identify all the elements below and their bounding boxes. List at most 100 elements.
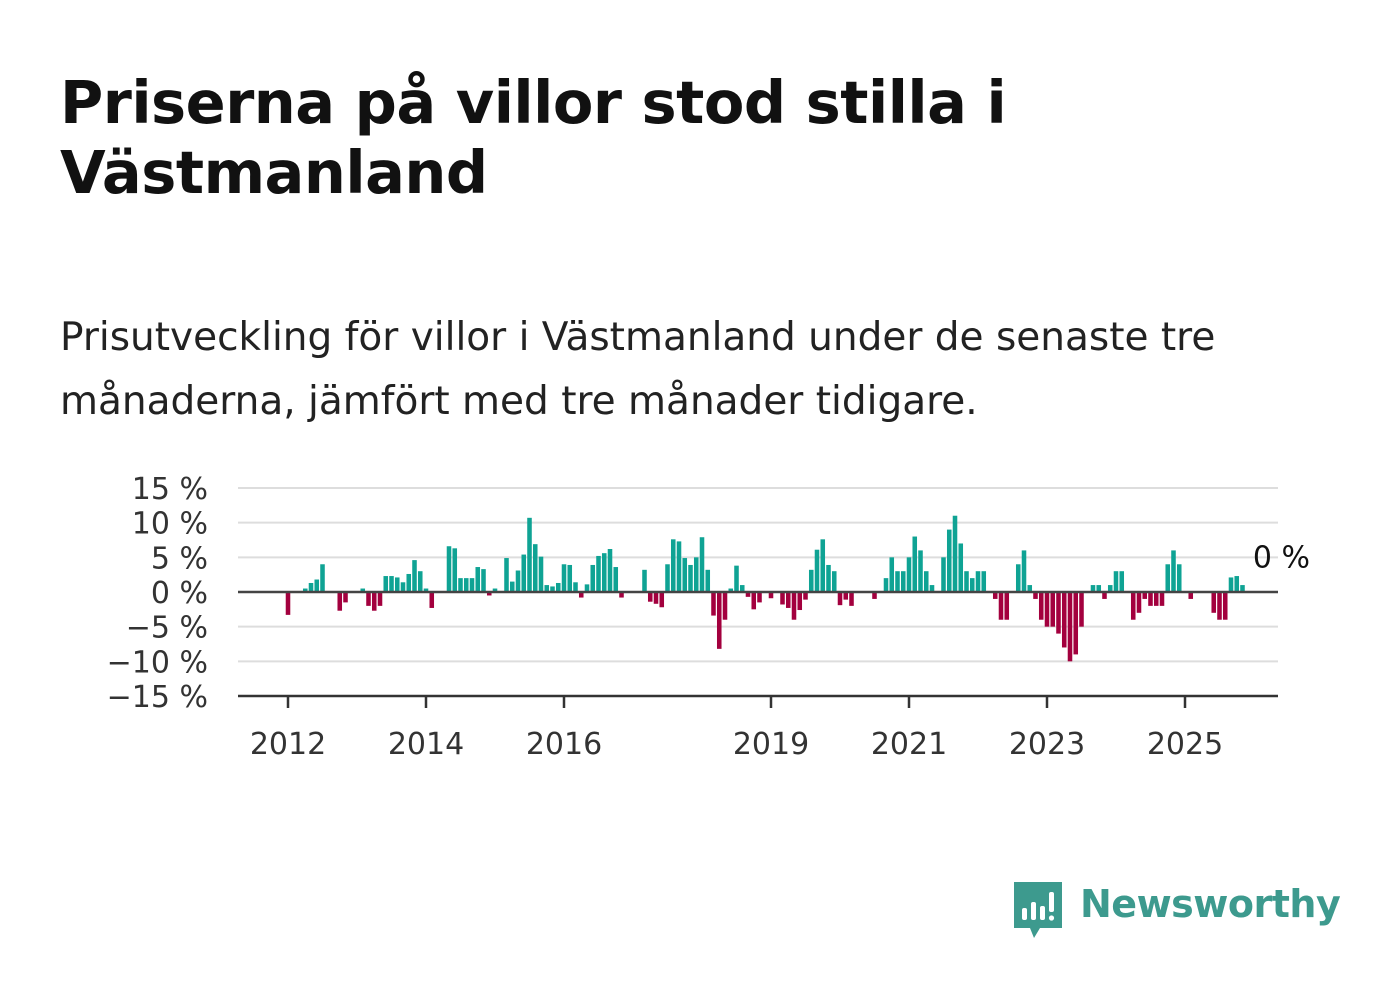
bar [975, 571, 981, 592]
bar [889, 557, 895, 592]
bar [1171, 550, 1176, 592]
bar [337, 592, 343, 611]
bar [929, 585, 935, 592]
bar [941, 557, 946, 592]
bar [665, 564, 670, 592]
bar [900, 571, 906, 592]
bar [561, 564, 567, 592]
bar [923, 571, 929, 592]
bar [366, 592, 371, 606]
bar [469, 578, 475, 592]
bar [946, 529, 952, 592]
bar [509, 581, 515, 592]
bar [412, 560, 417, 592]
bar [377, 592, 383, 606]
bar [475, 567, 481, 592]
bar [642, 569, 647, 592]
bar [1015, 564, 1021, 592]
x-tick-label: 2019 [733, 727, 809, 762]
bar [1153, 592, 1159, 606]
x-tick-label: 2023 [1009, 727, 1085, 762]
y-axis-tick-labels: 15 %10 %5 %0 %−5 %−10 %−15 % [107, 472, 208, 715]
bar [918, 550, 923, 592]
bar [550, 586, 555, 592]
x-tick-label: 2012 [250, 727, 326, 762]
bar [1165, 564, 1171, 592]
bar [1067, 592, 1073, 662]
bar [314, 579, 320, 592]
y-tick-label: 10 % [132, 507, 208, 542]
bar [515, 570, 521, 592]
bar [504, 558, 509, 592]
bar [1130, 592, 1136, 620]
bar [1113, 571, 1119, 592]
bar [670, 539, 676, 592]
page-title: Priserna på villor stod stilla i Västman… [60, 68, 1007, 207]
bar [682, 558, 688, 592]
bar [619, 592, 624, 598]
bar [446, 546, 452, 592]
bar [1217, 592, 1222, 620]
bar [458, 578, 463, 592]
bar [716, 592, 722, 649]
bar [1061, 592, 1067, 648]
bar [400, 582, 406, 592]
bar [751, 592, 757, 610]
bar [492, 588, 498, 592]
bar [895, 571, 900, 592]
latest-value-annotation: 0 % [1253, 540, 1310, 575]
bar [573, 582, 578, 592]
bar [728, 588, 734, 592]
bar [389, 576, 394, 592]
bar [423, 588, 429, 592]
bar [429, 592, 435, 608]
bar [1090, 585, 1096, 592]
bar [1038, 592, 1044, 620]
grid-lines [238, 487, 1278, 663]
bar [1056, 592, 1061, 634]
bar [912, 536, 918, 592]
bar [555, 582, 561, 592]
bar [906, 557, 912, 592]
bar [647, 592, 653, 602]
y-tick-label: 5 % [151, 541, 208, 576]
bar [1228, 577, 1234, 592]
bar [613, 567, 619, 592]
bar [521, 554, 527, 592]
bar [653, 592, 659, 604]
bar [343, 592, 348, 603]
bar [544, 585, 550, 592]
y-tick-label: 0 % [151, 576, 208, 611]
bar [826, 564, 831, 592]
bar [1136, 592, 1142, 613]
x-tick-label: 2016 [526, 727, 602, 762]
bar [745, 592, 751, 597]
bars [285, 515, 1245, 662]
bar [463, 578, 469, 592]
bar [722, 592, 728, 620]
bar [814, 549, 820, 592]
bar [699, 537, 705, 592]
bar [584, 584, 590, 592]
bar [320, 564, 325, 592]
bar [1176, 564, 1182, 592]
bar [1079, 592, 1084, 627]
bar [998, 592, 1004, 620]
y-tick-label: −15 % [107, 680, 208, 715]
bar [360, 588, 366, 592]
bar [1050, 592, 1056, 627]
bar [1073, 592, 1079, 655]
bar [596, 555, 601, 592]
bar-chart: 15 %10 %5 %0 %−5 %−10 %−15 % 2012 2014 201… [107, 472, 1310, 762]
bar [849, 592, 854, 606]
bar [590, 564, 596, 592]
bar [1107, 585, 1113, 592]
bar [302, 588, 308, 592]
bar [1119, 571, 1125, 592]
y-tick-label: −10 % [107, 645, 208, 680]
bar [797, 592, 803, 611]
bar [952, 515, 958, 592]
bar [1159, 592, 1165, 606]
bar [578, 592, 584, 598]
bar [676, 541, 682, 592]
